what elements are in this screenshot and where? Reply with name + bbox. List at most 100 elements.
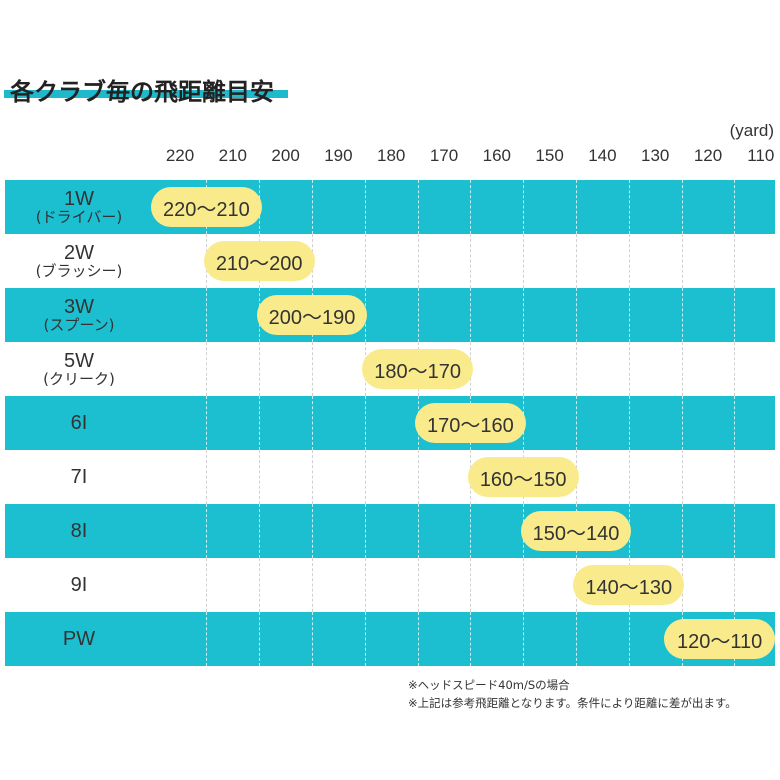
club-row: 2W (ブラッシー) 210〜200 <box>5 234 775 288</box>
x-tick-label: 120 <box>693 146 723 165</box>
distance-range-pill: 180〜170 <box>362 349 473 389</box>
gridline <box>417 612 419 666</box>
gridline <box>681 234 683 288</box>
club-label: 3W (スプーン) <box>5 288 153 342</box>
gridline <box>417 180 419 234</box>
gridline <box>628 450 630 504</box>
distance-range-pill: 120〜110 <box>664 619 775 659</box>
gridline <box>734 234 736 288</box>
gridline <box>206 612 208 666</box>
distance-range-pill: 210〜200 <box>203 241 315 281</box>
gridline <box>523 288 525 342</box>
club-label: 2W (ブラッシー) <box>5 234 153 288</box>
title-block: 各クラブ毎の飛距離目安 <box>4 72 288 106</box>
gridline <box>259 396 261 450</box>
gridline <box>312 180 313 234</box>
club-subname: (スプーン) <box>43 315 115 334</box>
gridline <box>312 450 313 504</box>
gridline <box>417 234 419 288</box>
gridline <box>628 180 630 234</box>
gridline <box>259 558 261 612</box>
gridline <box>417 288 419 342</box>
gridline <box>523 180 525 234</box>
club-name: 8I <box>70 519 88 542</box>
gridline <box>312 558 313 612</box>
club-label: 7I <box>5 450 153 504</box>
club-row: 3W (スプーン) 200〜190 <box>5 288 775 342</box>
gridline <box>417 558 419 612</box>
gridline <box>417 450 419 504</box>
gridline <box>523 558 525 612</box>
gridline <box>470 234 472 288</box>
gridline <box>734 288 736 342</box>
gridline <box>312 612 313 666</box>
club-name: 1W <box>64 187 94 210</box>
footnotes: ※ヘッドスピード40m/Sの場合 ※上記は参考飛距離となります。条件により距離に… <box>408 676 737 712</box>
club-subname: (ブラッシー) <box>35 261 123 280</box>
gridline <box>259 504 261 558</box>
gridline <box>681 180 683 234</box>
gridline <box>259 342 261 396</box>
x-tick-label: 220 <box>165 146 195 165</box>
club-row: 1W (ドライバー) 220〜210 <box>5 180 775 234</box>
gridline <box>628 288 630 342</box>
gridline <box>576 612 577 666</box>
gridline <box>734 342 736 396</box>
distance-range-pill: 150〜140 <box>520 511 632 551</box>
club-label: 8I <box>5 504 153 558</box>
club-label: 6I <box>5 396 153 450</box>
gridline <box>576 180 577 234</box>
gridline <box>364 612 366 666</box>
club-name: 2W <box>64 241 94 264</box>
chart-rows: 1W (ドライバー) 220〜210 2W (ブラッシー) 210〜200 3W (スプーン)… <box>5 180 775 666</box>
gridline <box>364 558 366 612</box>
gridline <box>206 342 208 396</box>
footnote: ※ヘッドスピード40m/Sの場合 <box>408 678 570 692</box>
x-tick-label: 110 <box>747 146 775 165</box>
gridline <box>681 342 683 396</box>
footnote: ※上記は参考飛距離となります。条件により距離に差が出ます。 <box>408 696 737 710</box>
distance-range-pill: 200〜190 <box>256 295 368 335</box>
club-label: 1W (ドライバー) <box>5 180 153 234</box>
club-label: 9I <box>5 558 153 612</box>
gridline <box>523 612 525 666</box>
club-name: 6I <box>70 411 88 434</box>
club-row: 5W (クリーク) 180〜170 <box>5 342 775 396</box>
axis-unit-label: (yard) <box>729 121 774 140</box>
distance-range-pill: 160〜150 <box>467 457 579 497</box>
club-subname: (ドライバー) <box>35 207 123 226</box>
gridline <box>364 504 366 558</box>
distance-range-pill: 140〜130 <box>573 565 685 605</box>
x-tick-label: 210 <box>218 146 247 165</box>
x-tick-label: 180 <box>377 146 406 165</box>
x-tick-label: 130 <box>641 146 670 165</box>
gridline <box>576 234 577 288</box>
gridline <box>523 234 525 288</box>
gridline <box>364 180 366 234</box>
club-row: 8I 150〜140 <box>5 504 775 558</box>
club-name: PW <box>62 627 96 650</box>
gridline <box>470 504 472 558</box>
gridline <box>259 612 261 666</box>
club-row: 9I 140〜130 <box>5 558 775 612</box>
gridline <box>417 504 419 558</box>
distance-range-pill: 220〜210 <box>151 187 262 227</box>
gridline <box>470 612 472 666</box>
gridline <box>628 396 630 450</box>
page-title: 各クラブ毎の飛距離目安 <box>10 78 274 106</box>
gridline <box>206 450 208 504</box>
club-row: PW 120〜110 <box>5 612 775 666</box>
gridline <box>576 288 577 342</box>
gridline <box>681 288 683 342</box>
gridline <box>312 342 313 396</box>
club-name: 7I <box>70 465 88 488</box>
gridline <box>364 450 366 504</box>
gridline <box>576 396 577 450</box>
distance-range-pill: 170〜160 <box>415 403 526 443</box>
gridline <box>364 234 366 288</box>
gridline <box>576 342 577 396</box>
x-tick-label: 190 <box>324 146 353 165</box>
gridline <box>206 558 208 612</box>
x-tick-label: 200 <box>271 146 300 165</box>
gridline <box>734 450 736 504</box>
